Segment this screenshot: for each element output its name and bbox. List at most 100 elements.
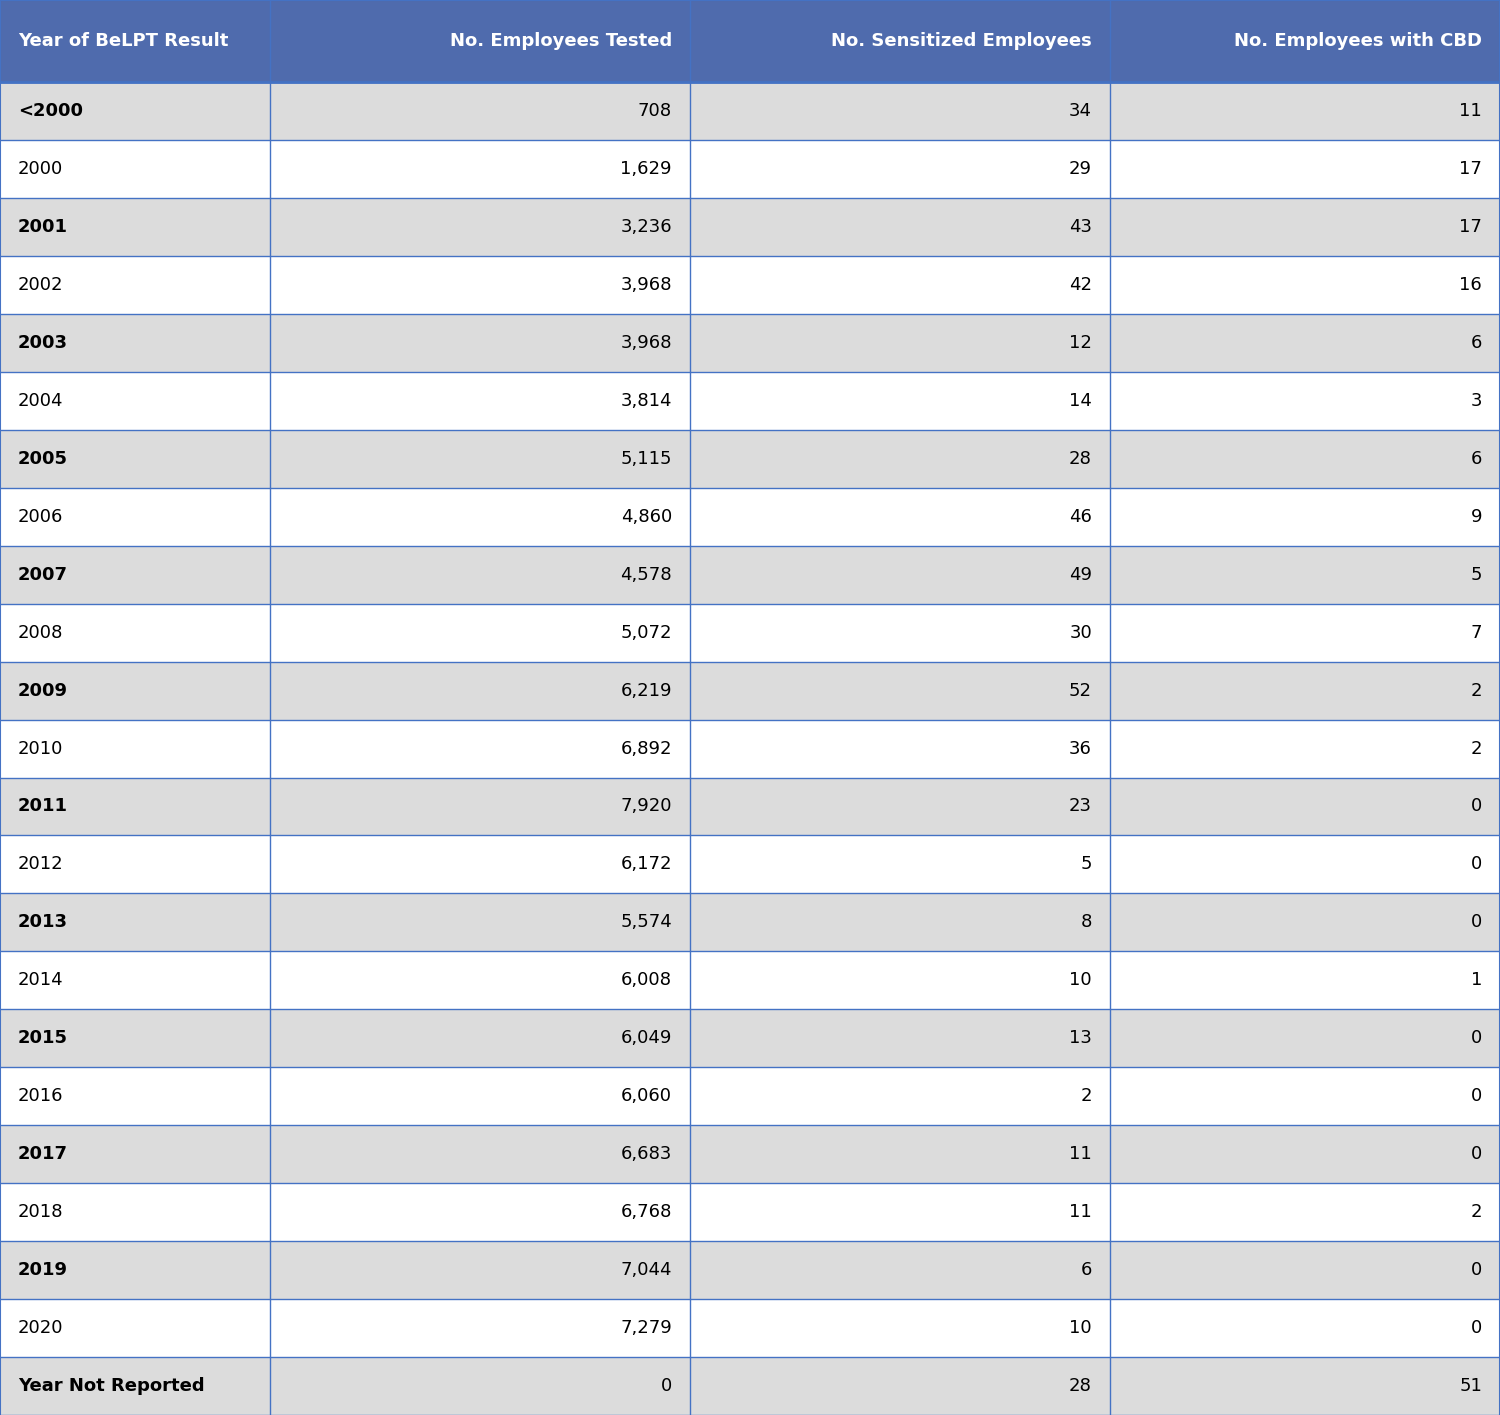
Text: 2001: 2001 xyxy=(18,218,68,236)
Bar xyxy=(1110,430,1500,488)
Text: 7,920: 7,920 xyxy=(621,798,672,815)
Text: 46: 46 xyxy=(1070,508,1092,526)
Text: <2000: <2000 xyxy=(18,102,82,120)
Bar xyxy=(690,1067,1110,1125)
Text: 2017: 2017 xyxy=(18,1145,68,1163)
Bar xyxy=(270,372,690,430)
Bar xyxy=(1110,488,1500,546)
Text: 11: 11 xyxy=(1070,1145,1092,1163)
Text: 2016: 2016 xyxy=(18,1087,63,1105)
Bar xyxy=(1110,1241,1500,1299)
Text: 12: 12 xyxy=(1070,334,1092,352)
Text: 0: 0 xyxy=(1470,856,1482,873)
Text: 3,968: 3,968 xyxy=(621,276,672,294)
Text: 52: 52 xyxy=(1070,682,1092,699)
Bar xyxy=(0,1357,270,1415)
Bar xyxy=(270,720,690,777)
Text: 2002: 2002 xyxy=(18,276,63,294)
Text: 2007: 2007 xyxy=(18,566,68,583)
Bar xyxy=(1110,82,1500,140)
Bar xyxy=(690,777,1110,835)
Text: 30: 30 xyxy=(1070,624,1092,641)
Bar xyxy=(0,1241,270,1299)
Bar xyxy=(1110,893,1500,951)
Text: 17: 17 xyxy=(1460,160,1482,178)
Text: 28: 28 xyxy=(1070,450,1092,468)
Text: 2004: 2004 xyxy=(18,392,63,410)
Bar xyxy=(690,82,1110,140)
Bar xyxy=(690,198,1110,256)
Bar xyxy=(1110,604,1500,662)
Text: 0: 0 xyxy=(1470,1261,1482,1279)
Bar xyxy=(270,488,690,546)
Bar xyxy=(1110,777,1500,835)
Text: 5: 5 xyxy=(1080,856,1092,873)
Bar xyxy=(690,1357,1110,1415)
Bar xyxy=(1110,256,1500,314)
Bar xyxy=(0,720,270,777)
Bar xyxy=(0,835,270,893)
Text: 2013: 2013 xyxy=(18,914,68,931)
Text: 0: 0 xyxy=(1470,1029,1482,1047)
Text: 16: 16 xyxy=(1460,276,1482,294)
Text: 11: 11 xyxy=(1460,102,1482,120)
Bar xyxy=(270,1009,690,1067)
Text: 3,968: 3,968 xyxy=(621,334,672,352)
Text: 5,072: 5,072 xyxy=(621,624,672,641)
Bar xyxy=(1110,1183,1500,1241)
Bar xyxy=(0,488,270,546)
Text: 4,860: 4,860 xyxy=(621,508,672,526)
Text: 43: 43 xyxy=(1070,218,1092,236)
Text: 6,768: 6,768 xyxy=(621,1203,672,1221)
Bar xyxy=(690,1183,1110,1241)
Text: 2020: 2020 xyxy=(18,1319,63,1337)
Bar xyxy=(270,1357,690,1415)
Text: 4,578: 4,578 xyxy=(621,566,672,583)
Bar xyxy=(0,1299,270,1357)
Bar xyxy=(270,430,690,488)
Bar xyxy=(690,314,1110,372)
Text: 7: 7 xyxy=(1470,624,1482,641)
Bar xyxy=(1110,546,1500,604)
Bar xyxy=(0,546,270,604)
Bar xyxy=(690,835,1110,893)
Bar xyxy=(270,1067,690,1125)
Bar xyxy=(270,835,690,893)
Bar xyxy=(1110,314,1500,372)
Text: 8: 8 xyxy=(1080,914,1092,931)
Bar xyxy=(1110,835,1500,893)
Text: 2006: 2006 xyxy=(18,508,63,526)
Bar xyxy=(1110,1067,1500,1125)
Text: 17: 17 xyxy=(1460,218,1482,236)
Text: 34: 34 xyxy=(1070,102,1092,120)
Text: 29: 29 xyxy=(1070,160,1092,178)
Text: 6: 6 xyxy=(1470,334,1482,352)
Bar xyxy=(0,140,270,198)
Text: 28: 28 xyxy=(1070,1377,1092,1395)
Bar xyxy=(1110,1009,1500,1067)
Text: 13: 13 xyxy=(1070,1029,1092,1047)
Bar xyxy=(0,198,270,256)
Bar xyxy=(0,314,270,372)
Bar xyxy=(690,604,1110,662)
Text: 14: 14 xyxy=(1070,392,1092,410)
Bar xyxy=(1110,0,1500,82)
Bar xyxy=(270,1183,690,1241)
Bar xyxy=(690,893,1110,951)
Bar xyxy=(690,488,1110,546)
Bar xyxy=(270,1299,690,1357)
Bar xyxy=(690,720,1110,777)
Text: 2011: 2011 xyxy=(18,798,68,815)
Text: 6,060: 6,060 xyxy=(621,1087,672,1105)
Bar xyxy=(690,430,1110,488)
Text: 1,629: 1,629 xyxy=(621,160,672,178)
Text: 2000: 2000 xyxy=(18,160,63,178)
Bar xyxy=(690,1299,1110,1357)
Text: 0: 0 xyxy=(660,1377,672,1395)
Text: 6,892: 6,892 xyxy=(621,740,672,757)
Text: 6: 6 xyxy=(1080,1261,1092,1279)
Bar xyxy=(270,256,690,314)
Text: 5: 5 xyxy=(1470,566,1482,583)
Bar xyxy=(0,372,270,430)
Bar xyxy=(1110,1125,1500,1183)
